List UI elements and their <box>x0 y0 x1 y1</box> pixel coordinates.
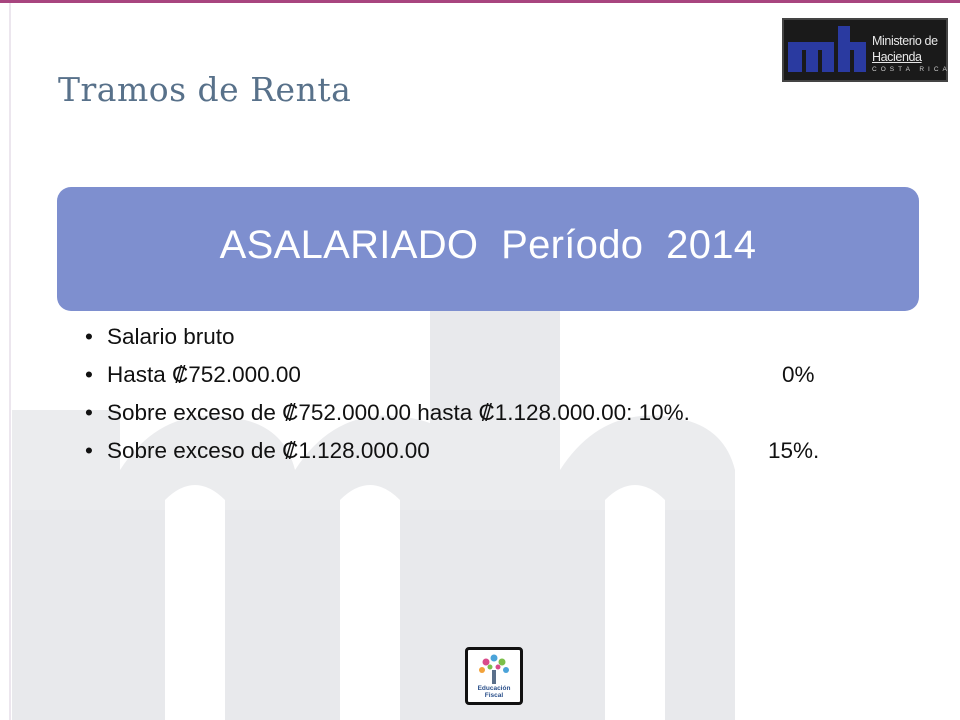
header-title: ASALARIADO Período 2014 <box>219 222 757 267</box>
bullet-label: Salario bruto <box>107 324 235 349</box>
list-item-hasta: • Hasta ₡752.000.00 0% <box>85 356 815 394</box>
bracket-list: • Salario bruto • Hasta ₡752.000.00 0% • So… <box>85 318 819 470</box>
list-item-exceso-1128: • Sobre exceso de ₡1.128.000.00 15%. <box>85 432 819 470</box>
top-accent-rule <box>0 0 960 3</box>
bullet-label: Sobre exceso de ₡752.000.00 hasta ₡1.128… <box>107 400 690 425</box>
tree-icon: Educación Fiscal <box>478 654 511 699</box>
bullet-label: Sobre exceso de ₡1.128.000.00 <box>107 438 430 463</box>
educacion-fiscal-logo: Educación Fiscal <box>465 647 523 705</box>
logo-line-hacienda: Hacienda <box>872 50 922 64</box>
bullet-dot: • <box>85 362 93 387</box>
header-box: ASALARIADO Período 2014 <box>57 187 919 311</box>
edu-logo-line2: Fiscal <box>485 692 504 699</box>
left-accent-rule <box>9 3 11 720</box>
bullet-dot: • <box>85 324 93 349</box>
bullet-rate: 0% <box>782 362 815 387</box>
list-item-salario: • Salario bruto <box>85 318 690 356</box>
slide-title: Tramos de Renta <box>58 70 352 109</box>
mh-logo-icon <box>788 26 866 72</box>
bullet-label: Hasta ₡752.000.00 <box>107 362 301 387</box>
logo-line-country: COSTA RICA <box>872 66 951 73</box>
ministerio-hacienda-logo: Ministerio de Hacienda COSTA RICA <box>782 18 948 82</box>
list-item-exceso-752: • Sobre exceso de ₡752.000.00 hasta ₡1.12… <box>85 394 690 432</box>
bullet-dot: • <box>85 400 93 425</box>
bullet-rate: 15%. <box>768 438 820 463</box>
logo-line-ministerio: Ministerio de <box>872 34 938 48</box>
edu-logo-line1: Educación <box>478 685 511 692</box>
bullet-dot: • <box>85 438 93 463</box>
